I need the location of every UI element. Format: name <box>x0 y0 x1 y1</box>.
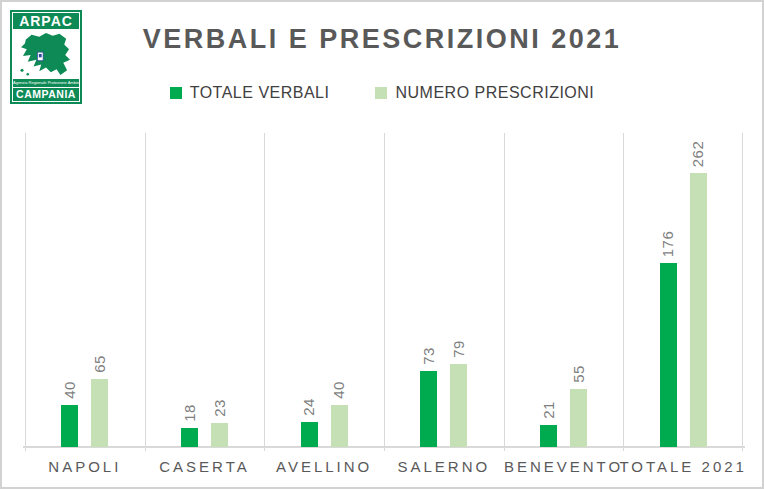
category-gridline <box>504 133 505 451</box>
bar-totale-verbali-salerno <box>420 371 437 447</box>
category-gridline <box>742 133 743 451</box>
value-label: 65 <box>91 355 109 373</box>
value-label: 24 <box>300 398 318 416</box>
category-label-napoli: NAPOLI <box>48 458 121 475</box>
bar-numero-prescrizioni-avellino <box>331 405 348 447</box>
bar-numero-prescrizioni-benevento <box>570 389 587 447</box>
legend-label: TOTALE VERBALI <box>190 84 330 102</box>
category-label-benevento: BENEVENTO <box>504 458 623 475</box>
value-label: 23 <box>210 399 228 417</box>
bar-totale-verbali-napoli <box>61 405 78 447</box>
bar-totale-verbali-totale-2021 <box>660 263 677 447</box>
value-label: 18 <box>180 404 198 422</box>
category-label-caserta: CASERTA <box>159 458 249 475</box>
chart-window: ARPAC Agenzia Regionale Protezione Ambie… <box>0 0 764 489</box>
value-label: 262 <box>689 140 707 167</box>
value-label: 73 <box>420 347 438 365</box>
legend-item-totale-verbali: TOTALE VERBALI <box>170 84 330 102</box>
plot-area: 40182473211766523407955262NAPOLICASERTAA… <box>25 133 743 447</box>
bar-totale-verbali-caserta <box>181 428 198 447</box>
bar-numero-prescrizioni-caserta <box>211 423 228 447</box>
legend-label: NUMERO PRESCRIZIONI <box>395 84 594 102</box>
category-gridline <box>145 133 146 451</box>
value-label: 40 <box>330 381 348 399</box>
category-gridline <box>384 133 385 451</box>
value-label: 79 <box>450 340 468 358</box>
value-label: 176 <box>659 230 677 257</box>
value-label: 55 <box>569 365 587 383</box>
x-axis-line <box>23 446 745 448</box>
category-label-totale-2021: TOTALE 2021 <box>619 458 747 475</box>
bar-numero-prescrizioni-totale-2021 <box>690 173 707 447</box>
bar-totale-verbali-avellino <box>301 422 318 447</box>
value-label: 40 <box>61 381 79 399</box>
category-label-salerno: SALERNO <box>397 458 490 475</box>
category-gridline <box>25 133 26 451</box>
bar-totale-verbali-benevento <box>540 425 557 447</box>
legend-item-numero-prescrizioni: NUMERO PRESCRIZIONI <box>375 84 594 102</box>
bar-numero-prescrizioni-napoli <box>91 379 108 447</box>
category-label-avellino: AVELLINO <box>276 458 372 475</box>
chart-legend: TOTALE VERBALI NUMERO PRESCRIZIONI <box>2 84 762 102</box>
category-gridline <box>623 133 624 451</box>
bar-numero-prescrizioni-salerno <box>450 364 467 447</box>
value-label: 21 <box>539 401 557 419</box>
legend-swatch-totale-verbali-icon <box>170 87 182 99</box>
chart-title: VERBALI E PRESCRIZIONI 2021 <box>2 24 762 55</box>
category-gridline <box>264 133 265 451</box>
legend-swatch-numero-prescrizioni-icon <box>375 87 387 99</box>
